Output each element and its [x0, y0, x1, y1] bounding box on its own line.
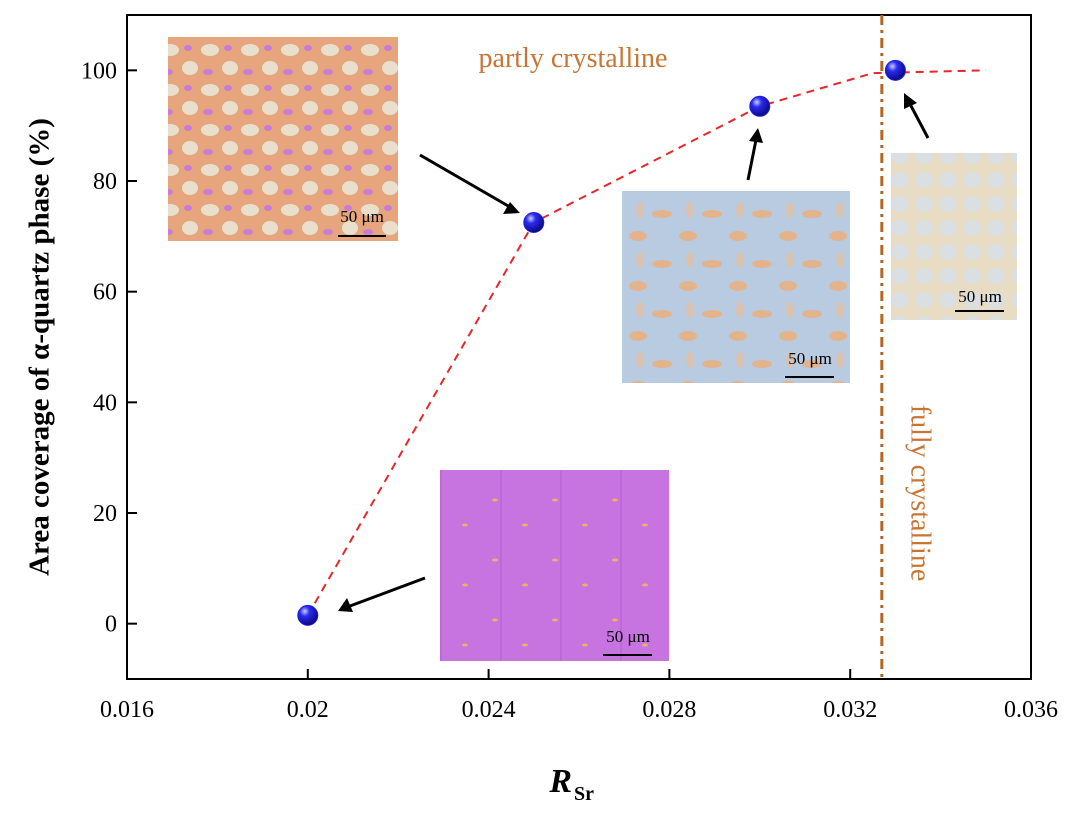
scale-label: 50 μm	[958, 287, 1002, 306]
y-axis-label: Area coverage of α-quartz phase (%)	[24, 118, 56, 576]
x-tick-label: 0.016	[100, 697, 154, 723]
y-tick-label: 0	[105, 612, 117, 638]
data-point	[750, 96, 770, 116]
x-axis-label-sub: Sr	[574, 783, 594, 805]
y-tick-label: 20	[93, 501, 117, 527]
scale-label: 50 μm	[788, 349, 832, 368]
x-tick-label: 0.028	[642, 697, 696, 723]
x-tick-label: 0.02	[287, 697, 329, 723]
x-axis-label: R	[548, 763, 572, 800]
insets: 50 μm 50 μm 50 μm 50 μm	[168, 37, 1017, 661]
data-point	[524, 213, 544, 233]
y-tick-label: 100	[81, 58, 117, 84]
chart: 50 μm 50 μm 50 μm 50 μm partly crystalli…	[0, 0, 1075, 809]
annotation: fully crystalline	[905, 405, 936, 582]
scale-label: 50 μm	[606, 627, 650, 646]
scale-label: 50 μm	[340, 207, 384, 226]
y-tick-label: 80	[93, 169, 117, 195]
x-tick-label: 0.036	[1004, 697, 1058, 723]
y-tick-label: 60	[93, 280, 117, 306]
annotation: partly crystalline	[479, 43, 668, 74]
data-point	[885, 60, 905, 80]
x-tick-label: 0.032	[823, 697, 877, 723]
data-point	[298, 605, 318, 625]
y-tick-label: 40	[93, 390, 117, 416]
x-tick-label: 0.024	[462, 697, 516, 723]
